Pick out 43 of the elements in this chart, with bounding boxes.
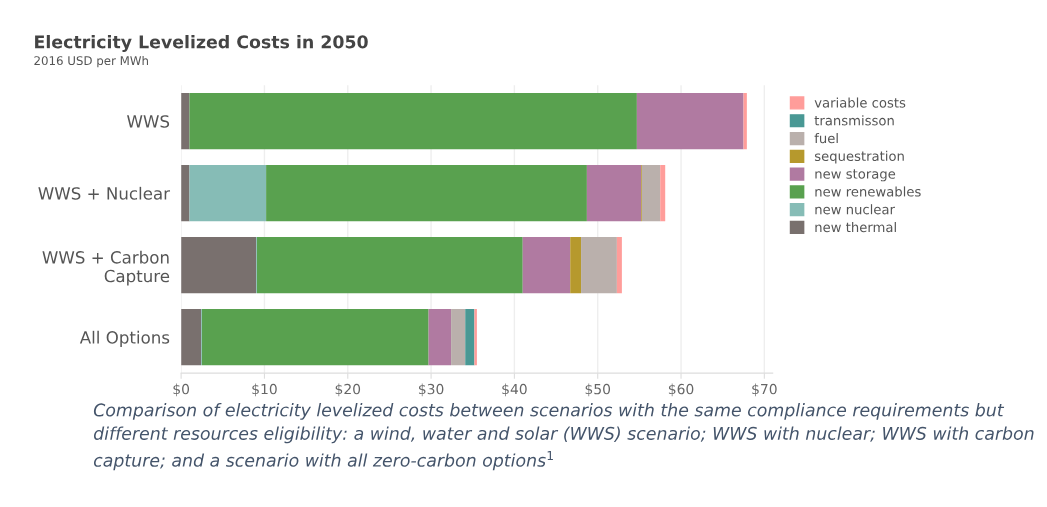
legend-label: variable costs: [814, 97, 906, 108]
legend-label: new nuclear: [815, 204, 895, 215]
bar: [586, 165, 642, 222]
chart-subtitle: 2016 USD per MWh: [34, 55, 148, 68]
bar: [181, 309, 202, 366]
text: Comparison of electricity levelized costs between scenarios with the same compliance requirements but different resources eligibility: a wind, water and solar (WWS) scenario; WWS with nuclear; WWS with carbon capture; and a scenario with all zero-carbon options$^{1}$: [93, 403, 1034, 471]
bar: [465, 309, 475, 366]
bar: [201, 309, 429, 366]
bar: [266, 165, 587, 222]
legend-label: transmisson: [814, 115, 894, 126]
bar: [616, 237, 622, 294]
x-tick-label: $50: [585, 383, 611, 397]
legend-label: fuel: [814, 133, 838, 144]
legend-label: new thermal: [815, 221, 896, 233]
x-tick-label: $70: [752, 383, 777, 397]
bar: [641, 165, 661, 222]
x-tick-label: $20: [335, 383, 361, 397]
bar: [451, 309, 466, 366]
y-tick-label: All Options: [79, 330, 170, 347]
x-tick-label: $40: [502, 383, 527, 397]
bar: [189, 93, 637, 150]
y-tick-label: WWS + Carbon Capture: [42, 250, 170, 286]
bar: [522, 237, 571, 294]
legend-label: new storage: [815, 169, 896, 182]
legend-label: sequestration: [814, 150, 904, 164]
y-tick-label: WWS + Nuclear: [38, 186, 171, 200]
x-tick-label: $0: [173, 383, 190, 397]
x-tick-label: $60: [668, 383, 694, 397]
bar: [636, 93, 744, 150]
bar: [570, 237, 582, 294]
bar: [581, 237, 617, 294]
bar: [256, 237, 523, 294]
bar: [743, 93, 747, 150]
bar: [181, 237, 257, 294]
bar: [660, 165, 666, 222]
y-tick-label: WWS: [127, 115, 170, 128]
legend-label: new renewables: [815, 186, 921, 197]
chart-title: Electricity Levelized Costs in 2050: [35, 34, 368, 52]
x-tick-label: $10: [252, 383, 277, 397]
bar: [428, 309, 452, 366]
bar: [474, 309, 477, 366]
bar: [189, 165, 267, 222]
x-tick-label: $30: [418, 383, 444, 397]
